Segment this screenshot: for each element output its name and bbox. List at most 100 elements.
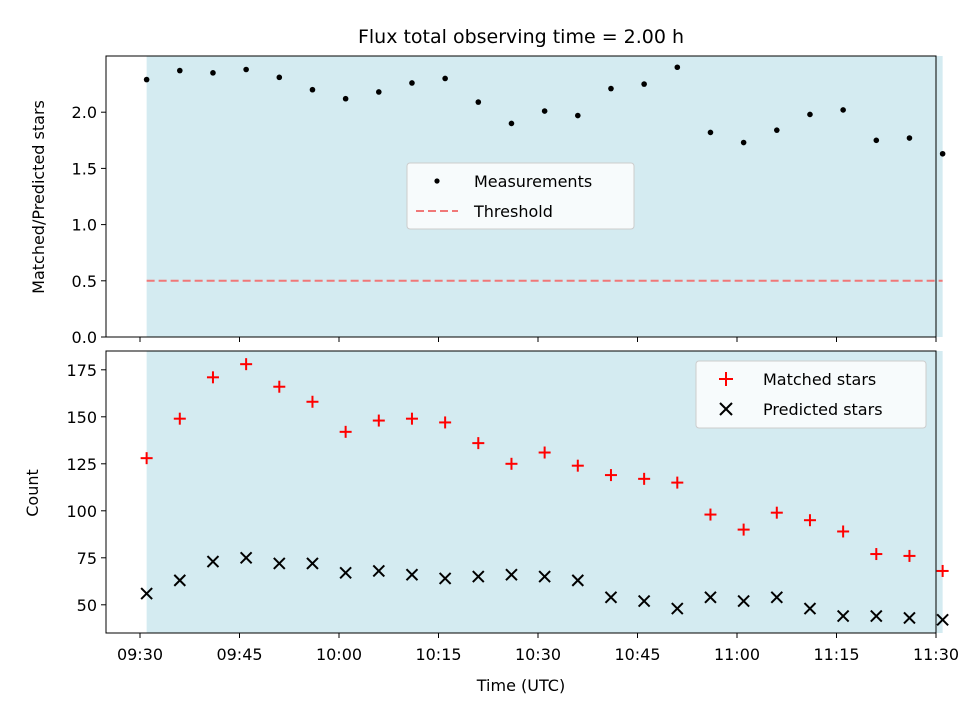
predicted-stars-point [273,557,286,570]
measurement-point [409,80,415,86]
matched-stars-point [173,412,186,425]
predicted-stars-point [637,594,651,608]
predicted-stars-point [604,591,618,604]
ratio-legend: Measurements Threshold [406,162,635,230]
measurement-point [840,107,846,113]
matched-stars-point [140,452,153,465]
predicted-stars-point [936,613,949,627]
matched-stars-point [206,371,219,384]
predicted-stars-point [339,566,352,580]
x-axis-label: Time (UTC) [476,676,565,695]
measurement-point [906,135,913,141]
predicted-stars-point [903,611,916,625]
matched-stars-point [538,446,551,459]
ratio-panel: 0.00.51.01.52.0 Matched/Predicted stars … [29,55,946,347]
measurement-point [210,70,216,76]
count-legend: Matched stars Predicted stars [695,360,927,429]
measurement-point [873,137,880,144]
predicted-stars-point [737,594,750,608]
count-y-axis-label: Count [23,469,42,517]
y-tick-label: 175 [66,361,97,380]
measurement-point [807,111,813,118]
measurement-point [674,64,681,71]
y-tick-label: 125 [66,455,97,474]
measurement-point [541,108,548,114]
matched-stars-point [604,469,617,482]
measurement-point [740,139,747,146]
legend-label-threshold: Threshold [473,202,553,221]
measurement-point [143,76,150,83]
predicted-stars-point [405,568,419,581]
measurement-point [608,85,614,92]
measurement-point [243,66,249,73]
legend-marker-matched-stars [719,372,733,386]
measurement-point [276,74,283,81]
matched-stars-point [803,514,816,527]
ratio-y-axis-label: Matched/Predicted stars [29,100,48,294]
y-tick-label: 1.5 [72,159,97,178]
predicted-stars-point [239,551,253,565]
matched-stars-point [737,523,750,536]
count-points [140,358,949,627]
measurement-point [475,99,482,105]
matched-stars-point [372,414,385,427]
y-tick-label: 0.5 [72,272,97,291]
x-tick-label: 09:45 [216,645,262,664]
legend-label-matched-stars: Matched stars [763,370,876,389]
matched-stars-point [903,549,916,562]
matched-stars-point [273,380,286,393]
y-tick-label: 0.0 [72,328,97,347]
measurement-point [641,81,647,87]
measurement-point [575,112,581,119]
predicted-stars-point [538,570,551,583]
y-tick-label: 1.0 [72,216,97,235]
matched-stars-point [240,358,253,371]
chart-title: Flux total observing time = 2.00 h [358,26,684,48]
predicted-stars-point [306,557,319,570]
matched-stars-point [837,525,850,538]
predicted-stars-point [438,572,452,585]
x-tick-label: 10:30 [515,645,561,664]
legend-label-measurements: Measurements [474,172,592,191]
x-tick-label: 11:00 [714,645,760,664]
count-axes-frame [105,350,937,634]
predicted-stars-point [505,568,518,581]
matched-stars-point [704,508,717,521]
measurement-points [143,64,946,157]
matched-stars-point [870,548,883,561]
x-tick-label: 09:30 [117,645,163,664]
count-panel: 50 75 100 125 150 175 09:30 09:45 10:00 10:15 10:… [23,350,959,695]
legend-label-predicted-stars: Predicted stars [763,400,883,419]
predicted-stars-point [173,574,187,587]
predicted-stars-point [704,591,717,604]
measurement-point [774,127,780,133]
count-x-ticks: 09:30 09:45 10:00 10:15 10:30 10:45 11:00 11:15… [117,633,959,664]
x-tick-label: 11:30 [913,645,959,664]
predicted-stars-point [571,574,585,587]
predicted-stars-point [870,609,883,623]
predicted-stars-point [472,570,485,583]
x-tick-label: 10:45 [614,645,660,664]
x-tick-label: 11:15 [813,645,859,664]
x-tick-label: 10:15 [415,645,461,664]
y-tick-label: 50 [77,596,97,615]
predicted-stars-point [803,602,817,615]
matched-stars-point [439,416,452,429]
matched-stars-point [405,412,418,425]
predicted-stars-point [836,609,850,623]
predicted-stars-point [206,555,220,568]
measurement-point [508,120,515,127]
y-tick-label: 2.0 [72,103,97,122]
measurement-point [707,129,714,136]
y-tick-label: 75 [77,549,97,568]
y-tick-label: 100 [66,502,97,521]
measurement-point [442,75,448,82]
measurement-point [342,95,349,102]
predicted-stars-point [372,564,386,578]
y-tick-label: 150 [66,408,97,427]
matched-stars-point [472,437,485,450]
matched-stars-point [505,457,518,470]
measurement-point [309,86,316,93]
measurement-point [376,89,382,95]
